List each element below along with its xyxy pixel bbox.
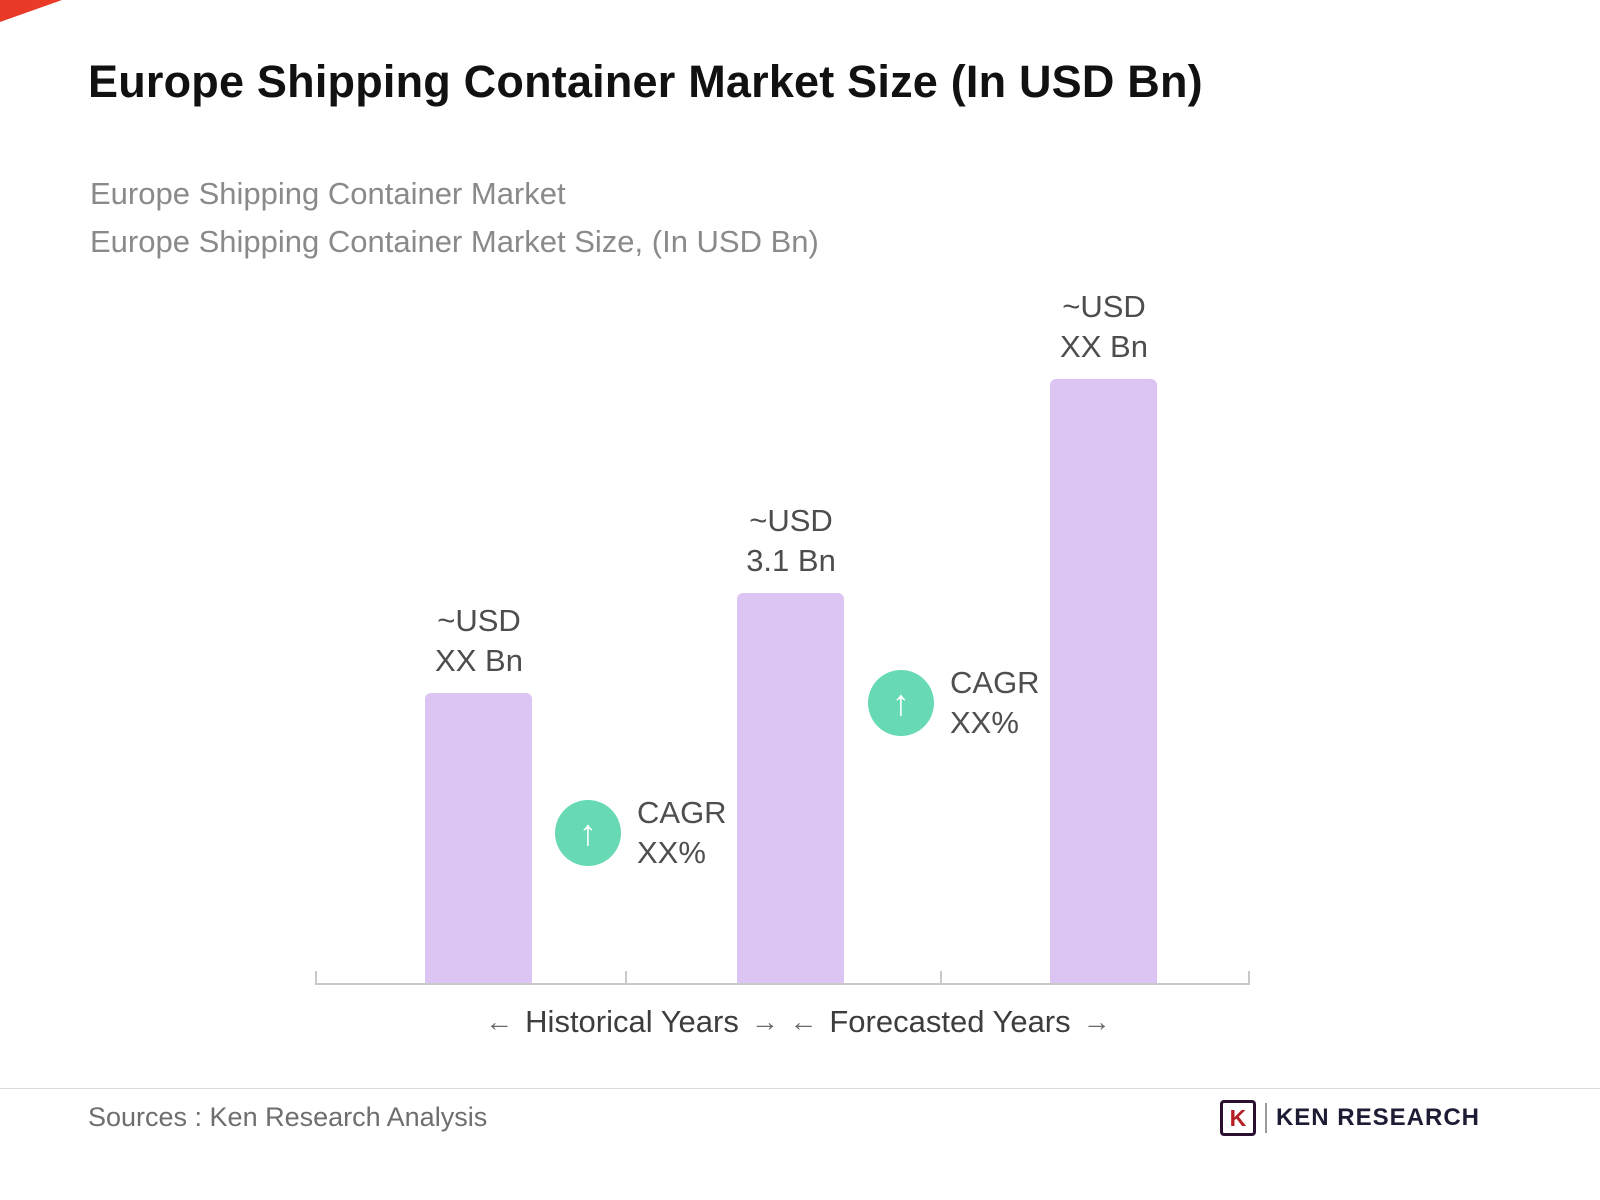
- cagr-label-1: CAGR XX%: [637, 793, 727, 873]
- cagr-label-2: CAGR XX%: [950, 663, 1040, 743]
- bar-forecast-end: [1050, 379, 1157, 983]
- axis-tick: [315, 971, 317, 985]
- axis-tick: [1248, 971, 1250, 985]
- cagr-text-line: CAGR: [950, 665, 1040, 700]
- bar-value-label-2: ~USD 3.1 Bn: [671, 501, 911, 581]
- bar-chart: ~USD XX Bn ~USD 3.1 Bn ~USD XX Bn ↑ CAGR…: [315, 280, 1250, 985]
- ken-research-logo: K KEN RESEARCH: [1219, 1100, 1480, 1136]
- bar-value-line: XX Bn: [435, 643, 523, 678]
- ken-research-logo-icon: K: [1219, 1100, 1256, 1136]
- bar-value-label-3: ~USD XX Bn: [984, 287, 1224, 367]
- x-axis-line: [315, 983, 1250, 985]
- bar-value-line: XX Bn: [1060, 329, 1148, 364]
- subtitle-line-2: Europe Shipping Container Market Size, (…: [90, 224, 819, 259]
- bar-value-label-1: ~USD XX Bn: [359, 601, 599, 681]
- footer-divider: [0, 1088, 1600, 1089]
- subtitle-line-1: Europe Shipping Container Market: [90, 176, 566, 211]
- axis-group-label: Historical Years: [525, 1004, 739, 1039]
- left-arrow-icon: ←: [789, 1006, 818, 1037]
- bar-value-line: ~USD: [1062, 289, 1146, 324]
- corner-accent-shape: [0, 0, 62, 22]
- cagr-text-line: XX%: [950, 705, 1019, 740]
- bar-historical-end: [737, 593, 844, 983]
- axis-tick: [625, 971, 627, 985]
- axis-group-forecasted: ← Forecasted Years →: [789, 1004, 1110, 1040]
- axis-tick: [940, 971, 942, 985]
- up-arrow-circle-icon: ↑: [555, 800, 621, 866]
- sources-note: Sources : Ken Research Analysis: [88, 1102, 488, 1132]
- bar-value-line: ~USD: [437, 603, 521, 638]
- bar-historical-start: [425, 693, 532, 983]
- up-arrow-glyph: ↑: [579, 812, 597, 853]
- cagr-badge-2: ↑ CAGR XX%: [868, 663, 1040, 743]
- up-arrow-circle-icon: ↑: [868, 670, 934, 736]
- cagr-text-line: CAGR: [637, 795, 727, 830]
- ken-research-logo-text: KEN RESEARCH: [1275, 1104, 1480, 1131]
- axis-group-historical: ← Historical Years →: [485, 1004, 779, 1040]
- bar-value-line: ~USD: [749, 503, 833, 538]
- right-arrow-icon: →: [1082, 1006, 1111, 1037]
- page-title: Europe Shipping Container Market Size (I…: [88, 56, 1203, 107]
- cagr-badge-1: ↑ CAGR XX%: [555, 793, 727, 873]
- up-arrow-glyph: ↑: [892, 682, 910, 723]
- logo-divider: [1264, 1103, 1267, 1133]
- right-arrow-icon: →: [750, 1006, 779, 1037]
- chart-subtitle: Europe Shipping Container Market Europe …: [90, 170, 819, 266]
- bar-value-line: 3.1 Bn: [746, 543, 836, 578]
- cagr-text-line: XX%: [637, 835, 706, 870]
- axis-group-label: Forecasted Years: [829, 1004, 1071, 1039]
- left-arrow-icon: ←: [485, 1006, 514, 1037]
